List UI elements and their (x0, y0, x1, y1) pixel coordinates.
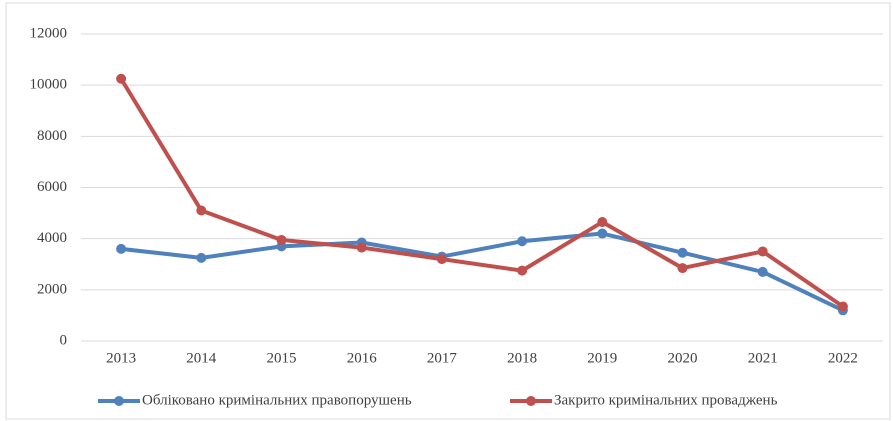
legend-label: Закрито кримінальних проваджень (554, 392, 778, 408)
y-tick-label: 2000 (37, 281, 67, 297)
x-tick-label: 2014 (186, 350, 217, 366)
chart-border (5, 2, 891, 420)
y-tick-label: 10000 (30, 77, 68, 93)
x-tick-label: 2021 (748, 350, 778, 366)
data-point (196, 252, 207, 263)
y-tick-label: 4000 (37, 230, 67, 246)
data-point (677, 247, 688, 258)
y-tick-label: 12000 (30, 25, 68, 41)
x-tick-label: 2016 (347, 350, 378, 366)
y-tick-label: 6000 (37, 179, 67, 195)
data-point (517, 265, 528, 276)
data-point (436, 254, 447, 265)
data-point (757, 266, 768, 277)
x-tick-label: 2017 (427, 350, 458, 366)
data-point (757, 246, 768, 257)
x-tick-label: 2022 (828, 350, 858, 366)
data-point (517, 236, 528, 247)
data-point (116, 73, 127, 84)
data-point (677, 263, 688, 274)
data-point (356, 242, 367, 253)
x-tick-label: 2019 (587, 350, 617, 366)
data-point (837, 301, 848, 312)
y-tick-label: 0 (60, 332, 68, 348)
legend-label: Обліковано кримінальних правопорушень (142, 392, 412, 408)
x-tick-label: 2020 (668, 350, 698, 366)
x-tick-label: 2015 (267, 350, 297, 366)
y-tick-label: 8000 (37, 128, 67, 144)
legend-marker (526, 396, 536, 406)
series-line (119, 76, 845, 309)
legend-marker (114, 396, 124, 406)
data-point (116, 243, 127, 254)
data-point (196, 205, 207, 216)
x-tick-label: 2013 (106, 350, 136, 366)
data-point (597, 228, 608, 239)
series-line (119, 231, 845, 313)
data-point (597, 217, 608, 228)
x-tick-label: 2018 (507, 350, 537, 366)
data-point (276, 234, 287, 245)
